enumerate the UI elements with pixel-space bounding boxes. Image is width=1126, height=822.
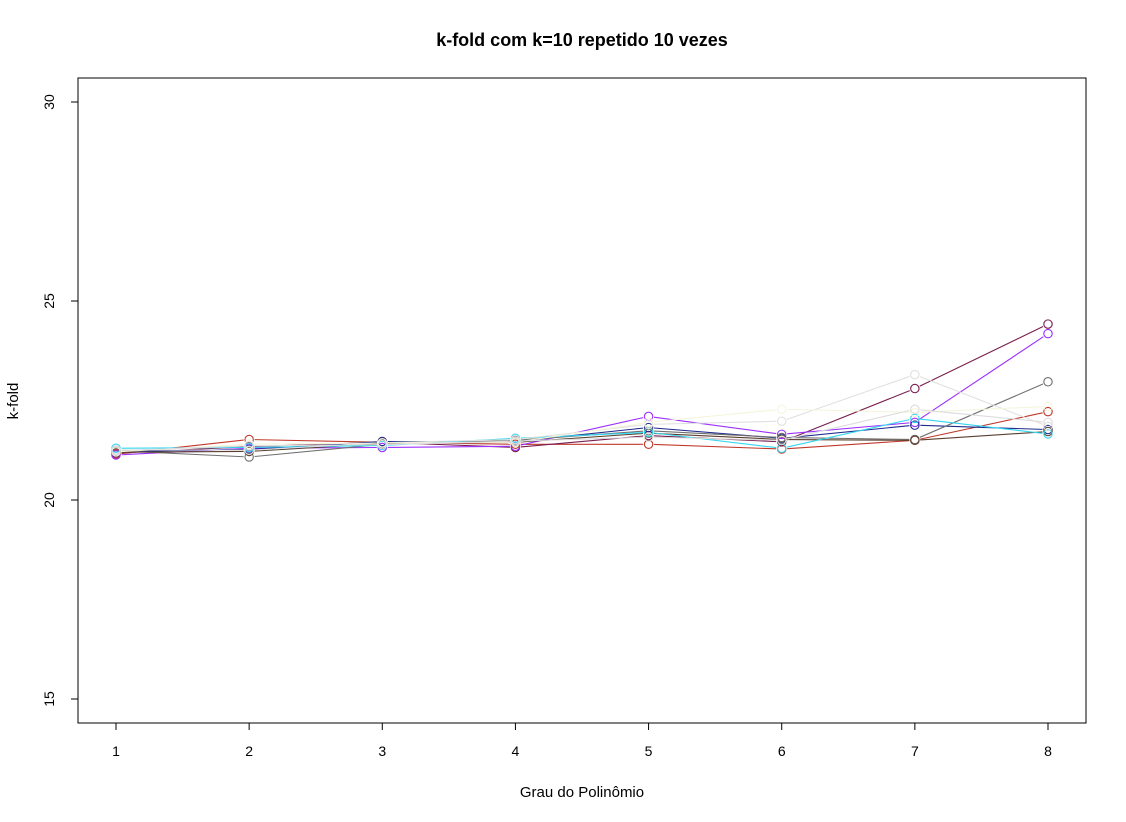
- series-9-segment: [787, 408, 910, 413]
- series-5-segment: [254, 444, 377, 458]
- series-3-point: [776, 429, 787, 440]
- series-10-point: [910, 404, 920, 415]
- series-6-segment: [654, 432, 777, 440]
- series-1-segment: [787, 440, 910, 450]
- series-8-segment: [654, 420, 777, 425]
- x-tick-label: 3: [378, 743, 386, 759]
- series-7-segment: [653, 432, 777, 449]
- y-tick-label: 20: [41, 492, 57, 508]
- series-6-segment: [121, 450, 244, 453]
- series-5-point: [1043, 377, 1053, 387]
- y-tick-label: 30: [41, 94, 57, 110]
- series-10-segment: [520, 436, 644, 442]
- series-4-segment: [787, 425, 910, 439]
- series-10-point: [510, 436, 521, 446]
- series-8-point: [1043, 421, 1053, 432]
- series-5-segment: [654, 430, 777, 438]
- series-3-point: [910, 417, 920, 428]
- y-tick-label: 15: [41, 691, 57, 707]
- x-tick-label: 7: [911, 743, 919, 759]
- series-10-segment: [654, 436, 777, 441]
- plot-frame: [77, 77, 1087, 724]
- series-9-segment: [254, 442, 377, 445]
- x-tick-label: 4: [512, 743, 520, 759]
- series-7-segment: [920, 418, 1043, 434]
- series-5-segment: [919, 383, 1044, 438]
- series-9-point: [643, 417, 654, 428]
- x-axis-label: Grau do Polinômio: [520, 784, 644, 801]
- series-4-point: [643, 422, 654, 433]
- x-tick-label: 6: [778, 743, 786, 759]
- series-5-point: [244, 452, 254, 462]
- series-9-point: [910, 407, 920, 418]
- y-axis-label: k-fold: [5, 383, 22, 420]
- series-8-point: [244, 445, 254, 455]
- series-2-point: [910, 383, 920, 394]
- series-10-segment: [920, 409, 1043, 423]
- series-7-point: [1043, 429, 1053, 439]
- series-9-segment: [520, 422, 644, 443]
- series-10-segment: [786, 409, 910, 440]
- series-9-segment: [653, 409, 777, 423]
- series-6-point: [910, 435, 920, 446]
- series-layer: [111, 319, 1053, 462]
- series-3-segment: [387, 445, 510, 448]
- series-8-segment: [254, 442, 377, 451]
- series-2-segment: [919, 325, 1044, 387]
- series-8-point: [910, 369, 920, 380]
- series-3-point: [111, 450, 121, 460]
- series-8-segment: [387, 439, 510, 444]
- y-tick-label: 25: [41, 293, 57, 309]
- series-6-segment: [787, 438, 910, 441]
- series-6-segment: [920, 431, 1043, 441]
- series-1-point: [1043, 406, 1053, 417]
- series-10-point: [1043, 417, 1053, 428]
- series-4-point: [910, 420, 920, 430]
- x-axis: 1 2 3 4 5 6 7 8: [112, 722, 1052, 759]
- series-2-point: [1043, 319, 1053, 329]
- chart-title: k-fold com k=10 repetido 10 vezes: [436, 30, 728, 50]
- series-7-segment: [520, 432, 644, 439]
- series-4-segment: [920, 424, 1043, 430]
- series-10-point: [377, 439, 388, 450]
- y-axis: 15 20 25 30: [41, 94, 79, 707]
- series-1-segment: [254, 439, 377, 443]
- series-6-point: [1043, 426, 1053, 437]
- series-10-segment: [121, 445, 244, 452]
- series-7-segment: [786, 419, 910, 448]
- series-3-segment: [919, 336, 1044, 420]
- series-10-point: [111, 445, 121, 456]
- series-7-point: [910, 413, 920, 424]
- series-8-segment: [786, 375, 910, 420]
- x-tick-label: 2: [245, 743, 253, 759]
- series-10-point: [244, 441, 254, 451]
- series-8-point: [776, 416, 787, 426]
- series-9-point: [776, 404, 787, 415]
- series-10-point: [776, 435, 787, 446]
- series-10-segment: [254, 444, 377, 447]
- series-10-segment: [387, 440, 510, 446]
- series-10-point: [643, 432, 654, 442]
- x-tick-label: 1: [112, 743, 120, 759]
- x-tick-label: 8: [1044, 743, 1052, 759]
- series-10: [111, 404, 1053, 456]
- series-9-point: [1043, 401, 1053, 412]
- x-tick-label: 5: [645, 743, 653, 759]
- series-3-point: [1043, 328, 1053, 339]
- series-5-segment: [787, 437, 910, 440]
- series-1-segment: [654, 443, 777, 450]
- series-8-segment: [919, 376, 1044, 425]
